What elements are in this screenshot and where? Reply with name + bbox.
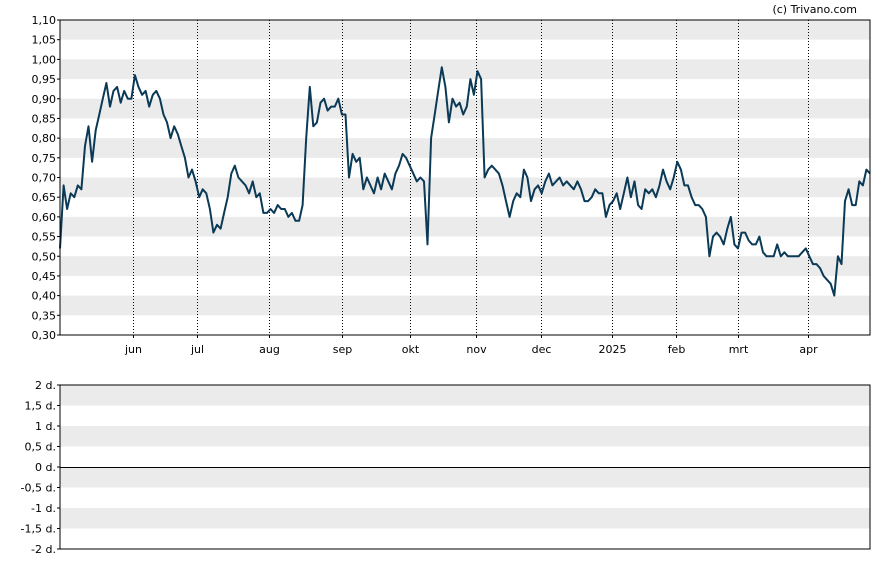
top-x-tick-label: mrt — [729, 343, 749, 356]
top-y-tick-label: 0,35 — [32, 309, 57, 322]
top-y-tick-label: 0,60 — [32, 211, 57, 224]
top-y-tick-label: 1,05 — [32, 34, 57, 47]
top-x-tick-label: aug — [259, 343, 280, 356]
top-y-tick-label: 0,55 — [32, 231, 57, 244]
top-y-tick-label: 0,85 — [32, 112, 57, 125]
top-chart-frame — [59, 19, 871, 336]
top-x-tick-label: okt — [402, 343, 420, 356]
top-chart-band — [60, 295, 870, 316]
price-series-line — [59, 66, 871, 297]
top-y-tick-label: 1,10 — [32, 14, 57, 27]
top-x-tick-label: nov — [466, 343, 487, 356]
bottom-chart-frame — [59, 384, 871, 550]
bottom-y-tick-label: 2 d. — [35, 379, 56, 392]
top-y-tick-label: 0,65 — [32, 191, 57, 204]
top-y-tick-label: 0,90 — [32, 93, 57, 106]
bottom-y-tick-label: 1,5 d. — [25, 400, 56, 413]
top-x-tick-label: jul — [190, 343, 204, 356]
top-x-tick-label: jun — [124, 343, 142, 356]
top-x-tick-label: dec — [532, 343, 552, 356]
top-chart-bands — [60, 20, 870, 316]
bottom-chart-bands — [60, 385, 870, 529]
bottom-y-tick-label: -1 d. — [31, 502, 56, 515]
bottom-chart-y-axis: 2 d. 1,5 d. 1 d. 0,5 d. 0 d. -0,5 d. -1 d. -1,5… — [21, 379, 60, 556]
top-x-tick-label: 2025 — [599, 343, 627, 356]
bottom-y-tick-label: -0,5 d. — [21, 482, 56, 495]
top-chart-band — [60, 216, 870, 237]
bottom-chart-band — [60, 385, 870, 406]
top-y-tick-label: 1,00 — [32, 53, 57, 66]
top-y-tick-label: 0,30 — [32, 329, 57, 342]
bottom-y-tick-label: -1,5 d. — [21, 523, 56, 536]
top-x-tick-label: feb — [668, 343, 686, 356]
credit-label: (c) Trivano.com — [772, 3, 857, 16]
top-y-tick-label: 0,75 — [32, 152, 57, 165]
top-chart-band — [60, 256, 870, 276]
top-chart-band — [60, 177, 870, 198]
top-x-tick-label: apr — [799, 343, 818, 356]
top-y-tick-label: 0,70 — [32, 172, 57, 185]
top-y-tick-label: 0,45 — [32, 270, 57, 283]
top-chart-band — [60, 20, 870, 40]
top-y-tick-label: 0,95 — [32, 73, 57, 86]
bottom-chart-band — [60, 508, 870, 529]
top-y-tick-label: 0,40 — [32, 290, 57, 303]
bottom-y-tick-label: 1 d. — [35, 420, 56, 433]
bottom-chart-band — [60, 467, 870, 488]
top-chart-x-axis: jun jul aug sep okt nov dec 2025 feb mrt apr — [124, 335, 818, 356]
top-x-tick-label: sep — [333, 343, 352, 356]
bottom-chart-band — [60, 426, 870, 447]
bottom-y-tick-label: 0,5 d. — [25, 441, 56, 454]
bottom-y-tick-label: -2 d. — [31, 543, 56, 556]
top-chart-y-axis: 0,30 0,35 0,40 0,45 0,50 0,55 0,60 0,65 0,70 0,75… — [32, 14, 60, 342]
top-y-tick-label: 0,80 — [32, 132, 57, 145]
top-y-tick-label: 0,50 — [32, 250, 57, 263]
top-chart-band — [60, 59, 870, 80]
bottom-y-tick-label: 0 d. — [35, 461, 56, 474]
top-chart-band — [60, 138, 870, 158]
